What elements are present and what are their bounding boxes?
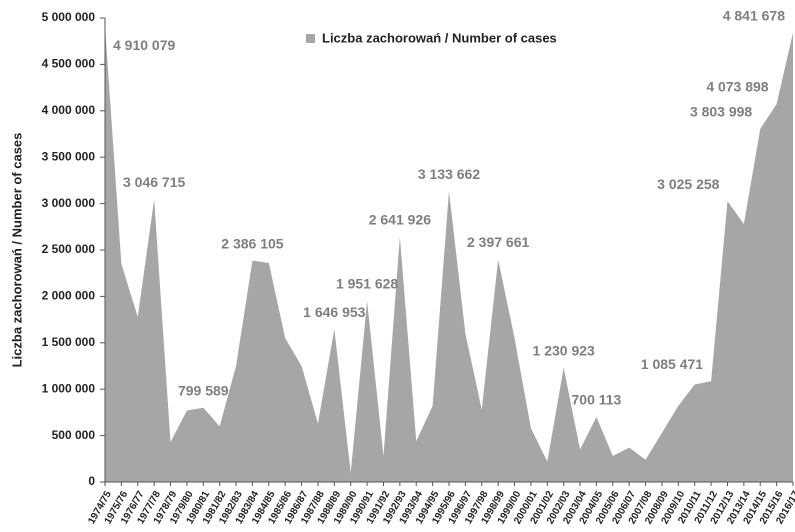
- value-label: 3 803 998: [690, 104, 752, 120]
- value-label: 3 025 258: [657, 176, 719, 192]
- value-label: 1 646 953: [303, 304, 365, 320]
- y-tick-label: 3 500 000: [42, 149, 96, 163]
- value-label: 2 397 661: [467, 234, 529, 250]
- value-label: 4 073 898: [706, 79, 768, 95]
- y-tick-label: 4 500 000: [42, 57, 96, 71]
- y-tick-label: 0: [88, 474, 95, 488]
- y-tick-label: 1 500 000: [42, 335, 96, 349]
- value-label: 700 113: [572, 392, 622, 408]
- y-tick-label: 1 000 000: [42, 381, 96, 395]
- value-label: 1 085 471: [641, 356, 703, 372]
- legend-swatch: [306, 34, 315, 43]
- y-tick-label: 5 000 000: [42, 10, 96, 24]
- y-tick-label: 2 000 000: [42, 289, 96, 303]
- y-axis-label: Liczba zachorowań / Number of cases: [9, 133, 24, 368]
- value-label: 4 910 079: [113, 37, 175, 53]
- y-tick-label: 4 000 000: [42, 103, 96, 117]
- y-tick-label: 2 500 000: [42, 242, 96, 256]
- value-label: 1 951 628: [336, 276, 398, 292]
- y-tick-label: 500 000: [52, 428, 96, 442]
- legend-label: Liczba zachorowań / Number of cases: [322, 30, 557, 45]
- y-tick-label: 3 000 000: [42, 196, 96, 210]
- value-label: 4 841 678: [723, 7, 785, 23]
- value-label: 2 386 105: [221, 235, 283, 251]
- value-label: 3 046 715: [123, 174, 185, 190]
- value-label: 2 641 926: [369, 212, 431, 228]
- area: [105, 26, 793, 483]
- value-label: 799 589: [178, 383, 229, 399]
- value-label: 1 230 923: [533, 342, 595, 358]
- value-label: 3 133 662: [418, 166, 480, 182]
